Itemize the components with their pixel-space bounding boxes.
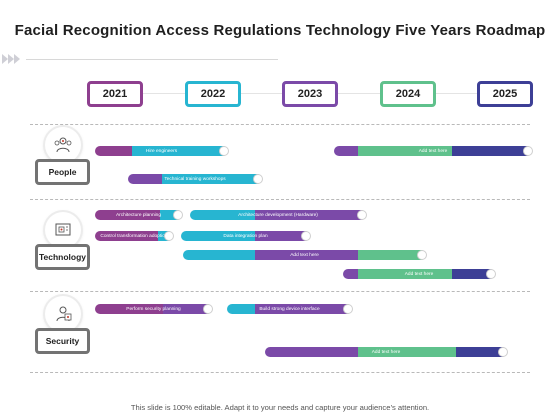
roadmap-bar: Hire engineers <box>95 146 229 156</box>
bar-end-knob <box>253 174 263 184</box>
bar-end-knob <box>164 231 174 241</box>
roadmap-bar-label: Control transformation adoption <box>100 233 168 239</box>
year-2024: 2024 <box>380 81 436 107</box>
roadmap-bar: Architecture planning <box>95 210 183 220</box>
security-icon <box>56 306 72 322</box>
bar-end-knob <box>203 304 213 314</box>
roadmap-bar: Perform security planning <box>95 304 213 314</box>
roadmap-bar-label: Perform security planning <box>126 306 181 312</box>
footer-note: This slide is 100% editable. Adapt it to… <box>130 403 430 412</box>
bar-end-knob <box>417 250 427 260</box>
roadmap-bar: Add text here <box>334 146 533 156</box>
roadmap-bar-label: Build strong device interface <box>259 306 320 312</box>
page-title: Facial Recognition Access Regulations Te… <box>14 22 546 39</box>
section-divider <box>30 124 530 125</box>
roadmap-bar: Technical training workshops <box>128 174 263 184</box>
roadmap-bar: Add text here <box>265 347 508 357</box>
roadmap-bar-label: Add text here <box>371 349 401 355</box>
technology-icon-circle <box>45 212 81 248</box>
category-security: Security <box>35 328 90 354</box>
roadmap-bar-label: Data integration plan <box>223 233 268 239</box>
chevron-right-icon <box>14 54 20 64</box>
section-divider <box>30 291 530 292</box>
bar-end-knob <box>523 146 533 156</box>
category-people: People <box>35 159 90 185</box>
bar-end-knob <box>173 210 183 220</box>
chevron-right-icon <box>2 54 8 64</box>
roadmap-bar-label: Add text here <box>418 148 448 154</box>
bar-end-knob <box>357 210 367 220</box>
year-2021: 2021 <box>87 81 143 107</box>
bar-end-knob <box>486 269 496 279</box>
year-2022: 2022 <box>185 81 241 107</box>
technology-icon <box>55 223 71 236</box>
year-2023: 2023 <box>282 81 338 107</box>
section-divider <box>30 199 530 200</box>
bar-end-knob <box>498 347 508 357</box>
roadmap-bar: Add text here <box>343 269 496 279</box>
roadmap-bar-label: Hire engineers <box>145 148 178 154</box>
bar-end-knob <box>343 304 353 314</box>
category-technology: Technology <box>35 244 90 270</box>
roadmap-bar-label: Technical training workshops <box>164 176 226 182</box>
bar-end-knob <box>219 146 229 156</box>
roadmap-bar-label: Architecture planning <box>115 212 162 218</box>
security-icon-circle <box>45 296 81 332</box>
section-divider <box>30 372 530 373</box>
chevron-right-icon <box>8 54 14 64</box>
roadmap-bar: Control transformation adoption <box>95 231 174 241</box>
people-icon-circle <box>45 127 81 163</box>
year-2025: 2025 <box>477 81 533 107</box>
roadmap-bar-label: Add text here <box>290 252 319 258</box>
roadmap-bar: Add text here <box>183 250 427 260</box>
roadmap-bar: Architecture development (Hardware) <box>190 210 367 220</box>
title-underline <box>26 59 278 60</box>
roadmap-bar: Data integration plan <box>181 231 311 241</box>
roadmap-bar: Build strong device interface <box>227 304 353 314</box>
people-icon <box>54 137 72 153</box>
roadmap-bar-label: Add text here <box>404 271 434 277</box>
bar-end-knob <box>301 231 311 241</box>
roadmap-bar-label: Architecture development (Hardware) <box>238 212 318 218</box>
